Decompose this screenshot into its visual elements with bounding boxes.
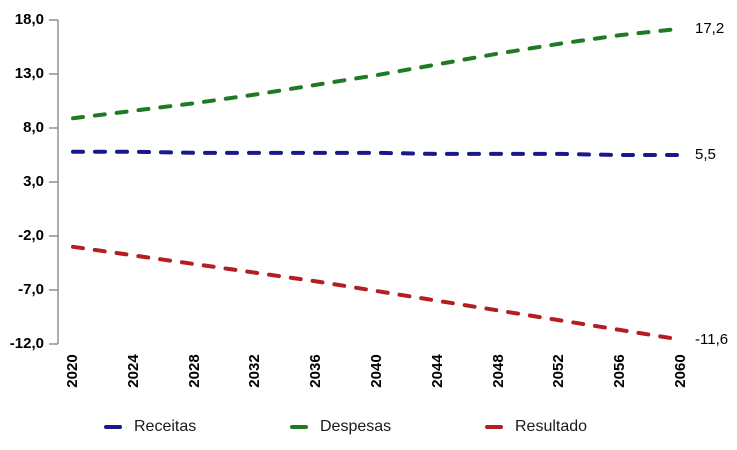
legend: Receitas Despesas Resultado: [0, 416, 737, 440]
legend-item-receitas: Receitas: [104, 416, 196, 438]
receitas-line: [71, 149, 683, 157]
legend-item-despesas: Despesas: [290, 416, 391, 438]
despesas-end-value-label: 17,2: [695, 19, 725, 37]
resultado-end-value-label: -11,6: [695, 330, 729, 348]
y-tick-label: -2,0: [18, 227, 44, 244]
legend-label-receitas: Receitas: [134, 418, 197, 435]
x-tick-label: 2036: [307, 354, 325, 388]
legend-label-despesas: Despesas: [320, 418, 392, 435]
despesas-line: [71, 26, 683, 121]
y-tick-label: 13,0: [14, 65, 44, 82]
y-tick-label: 8,0: [23, 119, 44, 136]
resultado-line: [71, 244, 683, 342]
receitas-dash-icon: [104, 425, 122, 429]
y-tick-label: -7,0: [18, 281, 44, 298]
x-tick-label: 2060: [672, 354, 689, 388]
x-tick-label: 2048: [489, 354, 507, 388]
x-tick-label: 2020: [64, 354, 81, 388]
legend-item-resultado: Resultado: [485, 416, 587, 438]
y-tick-label: 18,0: [14, 11, 44, 28]
y-tick-label: -12,0: [9, 335, 44, 352]
x-tick-label: 2052: [550, 354, 568, 388]
receitas-end-value-label: 5,5: [695, 146, 716, 163]
legend-label-resultado: Resultado: [515, 418, 588, 435]
x-tick-label: 2032: [246, 354, 264, 388]
x-tick-label: 2040: [368, 354, 385, 388]
x-tick-label: 2028: [185, 354, 203, 388]
x-tick-label: 2044: [428, 354, 446, 388]
despesas-dash-icon: [290, 425, 308, 429]
resultado-dash-icon: [485, 425, 503, 429]
x-tick-label: 2056: [611, 354, 629, 388]
x-tick-label: 2024: [124, 354, 142, 388]
y-tick-label: 3,0: [23, 173, 44, 190]
